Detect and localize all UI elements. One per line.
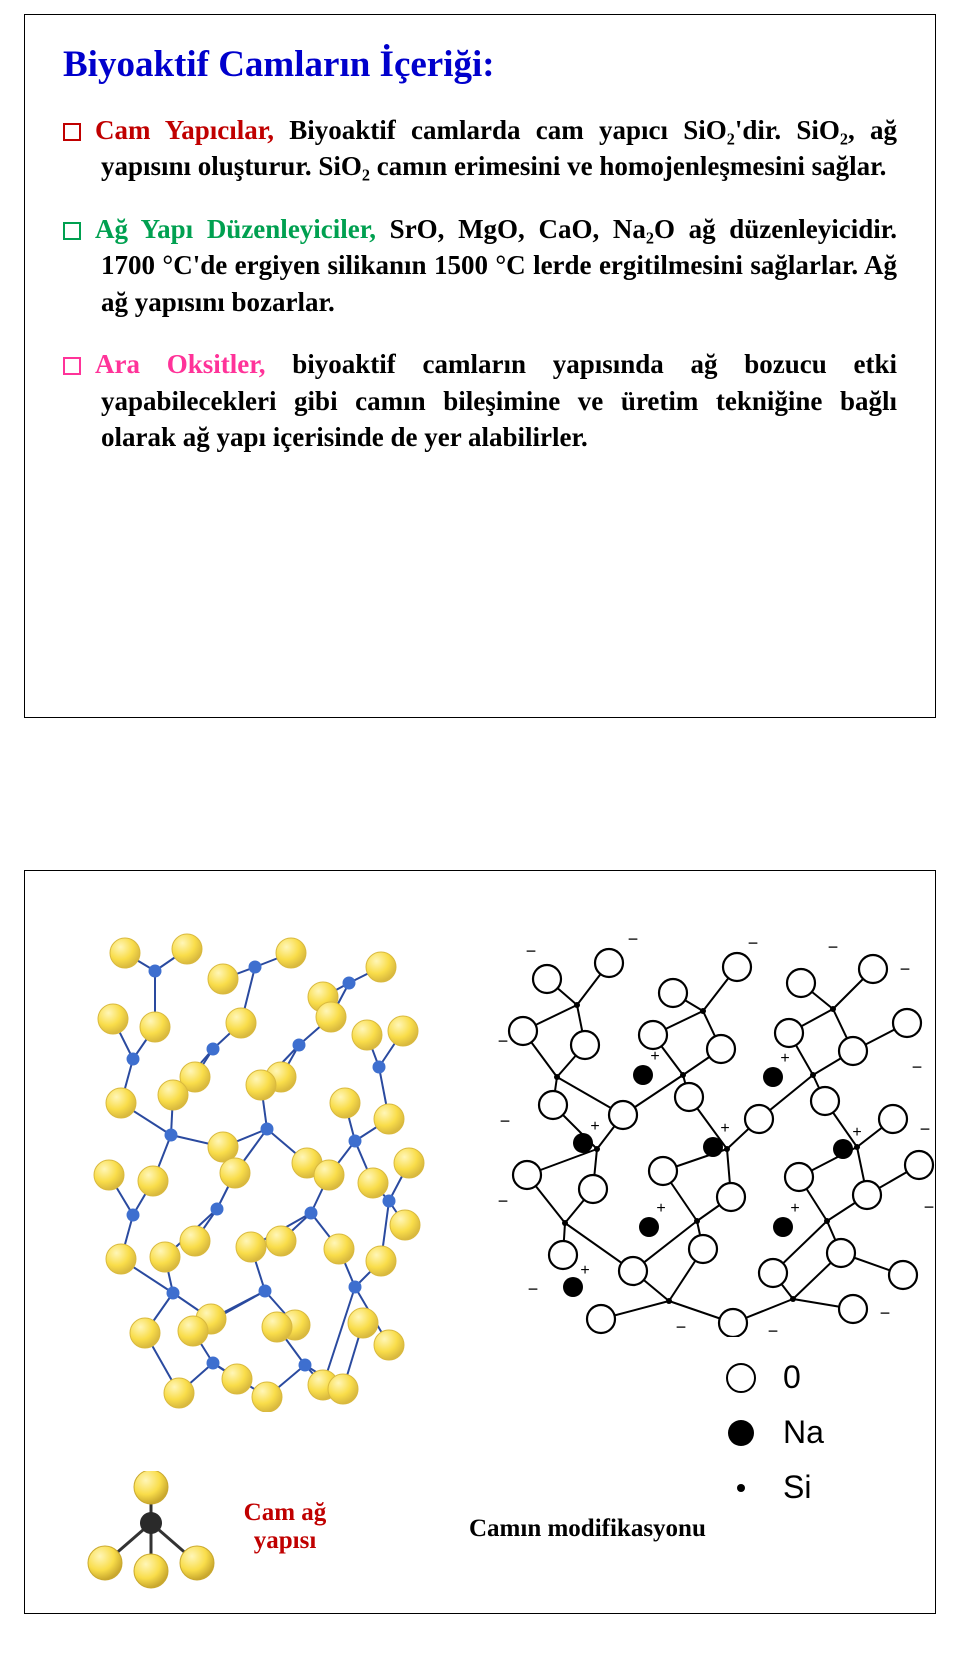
legend-na-icon	[721, 1420, 761, 1446]
svg-text:+: +	[720, 1120, 729, 1137]
bullet-icon	[63, 357, 81, 375]
bullet-icon	[63, 123, 81, 141]
figure-modified-network: − − − − − − − − − − − − − − − + + + + + + + +	[473, 927, 945, 1337]
legend-na-label: Na	[783, 1414, 824, 1451]
svg-text:−: −	[768, 1321, 779, 1337]
legend-row-sodium: Na	[721, 1414, 824, 1451]
legend-si-label: Si	[783, 1469, 811, 1506]
page-title: Biyoaktif Camların İçeriği:	[63, 43, 897, 86]
svg-text:−: −	[628, 929, 639, 949]
caption-left: Cam ağ yapısı	[225, 1499, 345, 1555]
svg-text:−: −	[498, 1031, 509, 1051]
svg-text:+: +	[580, 1262, 589, 1279]
svg-text:+: +	[852, 1124, 861, 1141]
legend: 0 Na Si	[721, 1359, 824, 1524]
legend-row-oxygen: 0	[721, 1359, 824, 1396]
paragraph-3: Ara Oksitler, biyoaktif camların yapısın…	[63, 346, 897, 455]
svg-text:−: −	[500, 1111, 511, 1131]
figure-glass-network	[85, 927, 425, 1412]
svg-text:−: −	[676, 1317, 687, 1337]
svg-text:−: −	[498, 1191, 509, 1211]
svg-text:+: +	[590, 1118, 599, 1135]
lead-text: Ağ Yapı Düzenleyiciler,	[95, 214, 376, 244]
svg-text:+: +	[650, 1048, 659, 1065]
caption-right: Camın modifikasyonu	[469, 1515, 706, 1543]
legend-o-label: 0	[783, 1359, 801, 1396]
svg-text:−: −	[528, 1279, 539, 1299]
svg-text:−: −	[912, 1057, 923, 1077]
svg-text:−: −	[920, 1119, 931, 1139]
lead-text: Ara Oksitler,	[95, 349, 265, 379]
paragraph-2: Ağ Yapı Düzenleyiciler, SrO, MgO, CaO, N…	[63, 211, 897, 320]
figure-tetrahedron-icon	[87, 1471, 215, 1591]
svg-text:−: −	[880, 1303, 891, 1323]
svg-text:−: −	[526, 941, 537, 961]
svg-text:+: +	[790, 1200, 799, 1217]
bullet-icon	[63, 222, 81, 240]
legend-si-icon	[721, 1484, 761, 1492]
lead-text: Cam Yapıcılar,	[95, 115, 274, 145]
legend-o-icon	[721, 1363, 761, 1393]
svg-text:−: −	[900, 959, 911, 979]
legend-row-silicon: Si	[721, 1469, 824, 1506]
svg-text:+: +	[656, 1200, 665, 1217]
slide-figures: − − − − − − − − − − − − − − − + + + + + + + + 0 Na Si Cam ağ y…	[24, 870, 936, 1614]
svg-text:−: −	[748, 933, 759, 953]
svg-text:−: −	[828, 937, 839, 957]
svg-text:−: −	[924, 1197, 935, 1217]
slide-content: Biyoaktif Camların İçeriği: Cam Yapıcıla…	[24, 14, 936, 718]
svg-text:+: +	[780, 1050, 789, 1067]
paragraph-1: Cam Yapıcılar, Biyoaktif camlarda cam ya…	[63, 112, 897, 185]
